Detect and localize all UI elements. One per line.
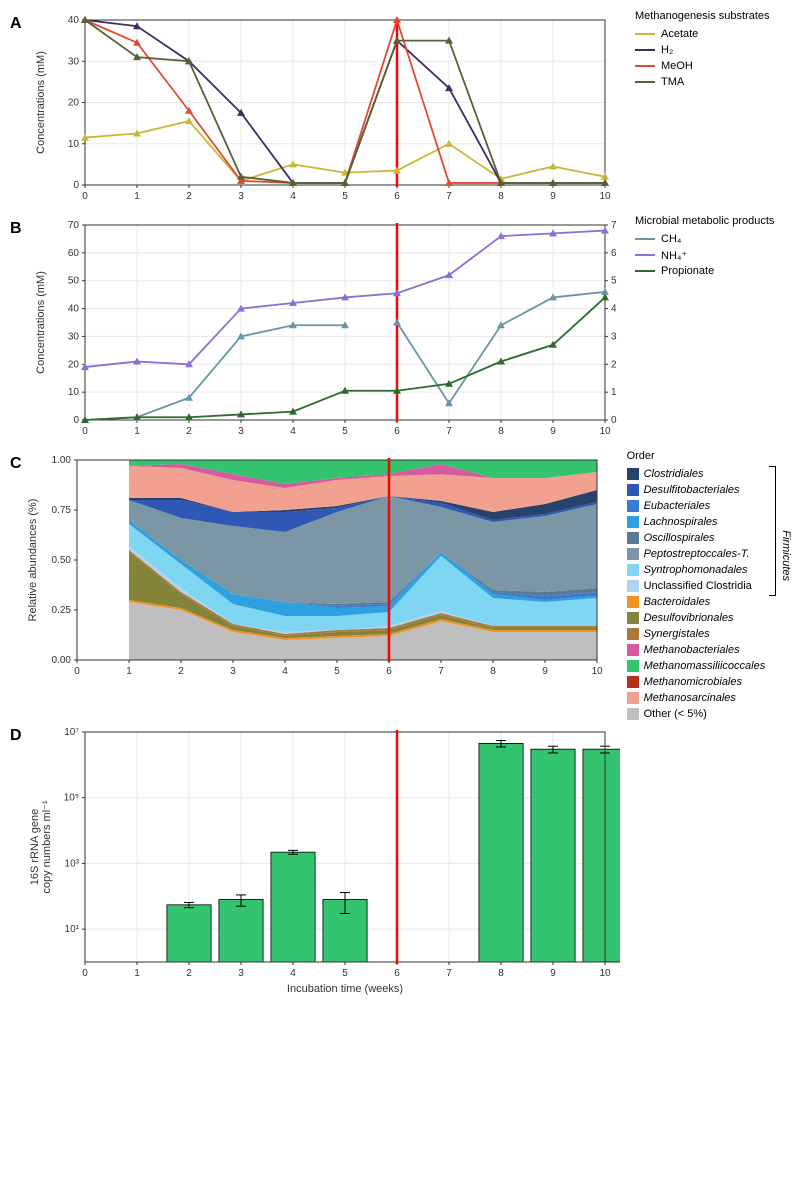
svg-text:5: 5 — [342, 191, 348, 202]
svg-text:5: 5 — [611, 276, 617, 287]
svg-text:30: 30 — [68, 331, 80, 342]
svg-text:4: 4 — [290, 191, 296, 202]
svg-text:0.50: 0.50 — [51, 555, 71, 566]
svg-text:1: 1 — [134, 426, 140, 437]
panel-a-row: A 0 10 20 30 40 0 1 2 3 4 5 6 7 8 9 10 Concentrations (m… — [10, 10, 788, 215]
svg-text:1: 1 — [611, 387, 617, 398]
svg-text:9: 9 — [550, 191, 556, 202]
svg-text:2: 2 — [611, 359, 617, 370]
svg-text:4: 4 — [290, 968, 296, 979]
svg-text:8: 8 — [498, 191, 504, 202]
svg-text:7: 7 — [611, 220, 617, 231]
legend-c: OrderClostridialesDesulfitobacterialesEu… — [612, 450, 793, 722]
svg-text:0: 0 — [611, 415, 617, 426]
panel-d-row: D 10¹ 10³ 10⁵ 10⁷ 0 1 2 3 4 5 6 7 8 9 10 16S rRNA genec… — [10, 722, 788, 1017]
svg-text:Concentrations (mM): Concentrations (mM) — [35, 271, 47, 374]
svg-text:0.25: 0.25 — [51, 605, 71, 616]
svg-text:9: 9 — [550, 968, 556, 979]
svg-text:7: 7 — [446, 191, 452, 202]
svg-text:30: 30 — [68, 56, 80, 67]
svg-text:Concentrations (mM): Concentrations (mM) — [35, 51, 47, 154]
svg-text:2: 2 — [186, 191, 192, 202]
svg-text:10: 10 — [591, 666, 603, 677]
svg-text:0: 0 — [73, 415, 79, 426]
panel-b-row: B 010203040506070012345678910Concentrati… — [10, 215, 788, 450]
svg-text:8: 8 — [490, 666, 496, 677]
svg-text:0.75: 0.75 — [51, 505, 71, 516]
svg-text:60: 60 — [68, 248, 80, 259]
svg-text:40: 40 — [68, 15, 80, 26]
svg-text:10: 10 — [599, 191, 611, 202]
svg-text:1.00: 1.00 — [51, 455, 71, 466]
svg-text:0: 0 — [82, 968, 88, 979]
svg-text:5: 5 — [342, 968, 348, 979]
svg-text:0.00: 0.00 — [51, 655, 71, 666]
legend-b: Microbial metabolic productsCH₄NH₄⁺Propi… — [620, 215, 774, 450]
svg-text:3: 3 — [611, 331, 617, 342]
svg-text:6: 6 — [394, 426, 400, 437]
svg-text:2: 2 — [178, 666, 184, 677]
svg-text:2: 2 — [186, 426, 192, 437]
svg-text:3: 3 — [230, 666, 236, 677]
svg-text:Relative abundances (%): Relative abundances (%) — [27, 499, 39, 622]
svg-text:copy numbers ml⁻¹: copy numbers ml⁻¹ — [41, 800, 53, 894]
svg-text:50: 50 — [68, 276, 80, 287]
svg-text:10: 10 — [599, 968, 611, 979]
svg-text:4: 4 — [290, 426, 296, 437]
panel-a-chart: 0 10 20 30 40 0 1 2 3 4 5 6 7 8 9 10 Concentrations (mM) — [30, 10, 620, 215]
svg-text:0: 0 — [82, 426, 88, 437]
legend-a: Methanogenesis substratesAcetateH₂MeOHTM… — [620, 10, 770, 215]
svg-text:7: 7 — [446, 426, 452, 437]
svg-text:0: 0 — [82, 191, 88, 202]
svg-text:3: 3 — [238, 968, 244, 979]
panel-a-label: A — [10, 10, 30, 215]
svg-text:4: 4 — [611, 304, 617, 315]
svg-text:4: 4 — [282, 666, 288, 677]
svg-text:Incubation time (weeks): Incubation time (weeks) — [287, 983, 403, 995]
svg-text:9: 9 — [542, 666, 548, 677]
panel-c-label: C — [10, 450, 22, 722]
svg-text:6: 6 — [394, 191, 400, 202]
panel-c-chart: 0.00 0.25 0.50 0.75 1.00 0 1 2 3 4 5 6 7 8 9 10 Relative… — [22, 450, 612, 722]
svg-text:5: 5 — [334, 666, 340, 677]
figure-container: A 010203040012345678910Concentrations (m… — [10, 10, 788, 1017]
svg-text:1: 1 — [126, 666, 132, 677]
svg-text:1: 1 — [134, 191, 140, 202]
legend-d-empty — [620, 722, 635, 1017]
svg-text:6: 6 — [394, 968, 400, 979]
svg-text:20: 20 — [68, 359, 80, 370]
panel-b-chart: 010203040506070012345678910Concentration… — [30, 215, 620, 450]
svg-text:5: 5 — [342, 426, 348, 437]
svg-text:16S rRNA gene: 16S rRNA gene — [30, 809, 41, 885]
svg-text:7: 7 — [438, 666, 444, 677]
panel-d-label: D — [10, 722, 30, 1017]
svg-text:1: 1 — [134, 968, 140, 979]
svg-text:7: 7 — [446, 968, 452, 979]
svg-text:10¹: 10¹ — [65, 924, 80, 935]
panel-d-chart: 10¹ 10³ 10⁵ 10⁷ 0 1 2 3 4 5 6 7 8 9 10 16S rRNA genecop… — [30, 722, 620, 1017]
svg-text:6: 6 — [386, 666, 392, 677]
svg-text:10⁷: 10⁷ — [64, 727, 79, 738]
svg-text:9: 9 — [550, 426, 556, 437]
svg-text:10: 10 — [68, 387, 80, 398]
svg-text:6: 6 — [611, 248, 617, 259]
svg-text:40: 40 — [68, 304, 80, 315]
svg-text:10³: 10³ — [65, 858, 80, 869]
svg-text:2: 2 — [186, 968, 192, 979]
svg-text:0: 0 — [73, 180, 79, 191]
svg-text:0: 0 — [74, 666, 80, 677]
svg-text:70: 70 — [68, 220, 80, 231]
svg-text:10⁵: 10⁵ — [64, 793, 79, 804]
panel-c-row: C 0.00 0.25 0.50 0.75 1.00 0 1 2 3 4 5 6 7 8 9 10 Relati… — [10, 450, 788, 722]
svg-text:3: 3 — [238, 191, 244, 202]
svg-text:8: 8 — [498, 968, 504, 979]
svg-text:3: 3 — [238, 426, 244, 437]
panel-b-label: B — [10, 215, 30, 450]
svg-text:20: 20 — [68, 98, 80, 109]
svg-text:10: 10 — [68, 139, 80, 150]
svg-text:10: 10 — [599, 426, 611, 437]
svg-text:8: 8 — [498, 426, 504, 437]
